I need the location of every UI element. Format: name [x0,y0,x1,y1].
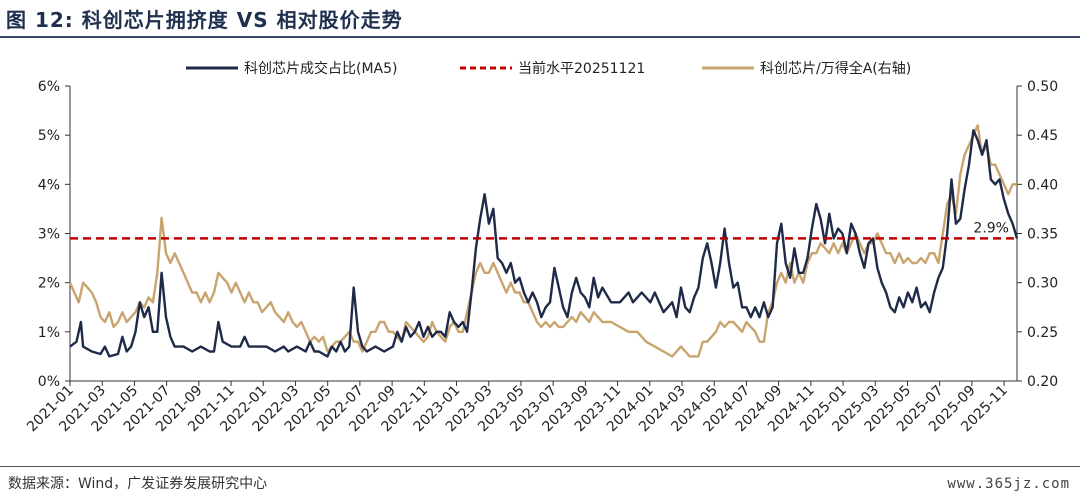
y-left-tick-label: 1% [38,325,60,341]
legend: 科创芯片成交占比(MA5) 当前水平20251121 科创芯片/万得全A(右轴) [186,60,911,77]
series-relative-price-line [68,124,1017,358]
y-right-tick-label: 0.45 [1027,128,1058,144]
legend-label-relative: 科创芯片/万得全A(右轴) [760,60,911,77]
series-crowding-line [69,129,1019,358]
y-right-tick-label: 0.40 [1027,177,1058,193]
chart-title: 图 12: 科创芯片拥挤度 VS 相对股价走势 [6,8,403,32]
axes: 0% 1% 2% 3% 4% 5% 6% 0.20 0.25 0.30 0.35 0.40 0.45 0.… [38,79,1058,390]
legend-label-crowding: 科创芯片成交占比(MA5) [244,60,398,77]
y-left-tick-label: 3% [38,227,60,243]
y-right-tick-label: 0.30 [1027,276,1058,292]
y-right-tick-label: 0.20 [1027,374,1058,390]
y-left-tick-label: 5% [38,128,60,144]
chart: 科创芯片成交占比(MA5) 当前水平20251121 科创芯片/万得全A(右轴)… [24,60,1058,435]
y-left-tick-label: 4% [38,177,60,193]
legend-label-threshold: 当前水平20251121 [518,60,645,77]
y-left-tick-label: 6% [38,79,60,95]
x-axis-ticks: 2021-012021-032021-052021-072021-092021-… [24,381,1011,435]
y-left-tick-label: 2% [38,276,60,292]
watermark: www.365jz.com [947,476,1070,492]
y-left-tick-label: 0% [38,374,60,390]
title-divider [0,36,1080,38]
threshold-label: 2.9% [973,220,1009,236]
y-right-tick-label: 0.35 [1027,227,1058,243]
data-source: 数据来源：Wind，广发证券发展研究中心 [8,476,268,492]
y-right-tick-label: 0.25 [1027,325,1058,341]
footer-divider [0,466,1080,467]
series-layer: 2.9% [68,124,1019,358]
y-right-tick-label: 0.50 [1027,79,1058,95]
